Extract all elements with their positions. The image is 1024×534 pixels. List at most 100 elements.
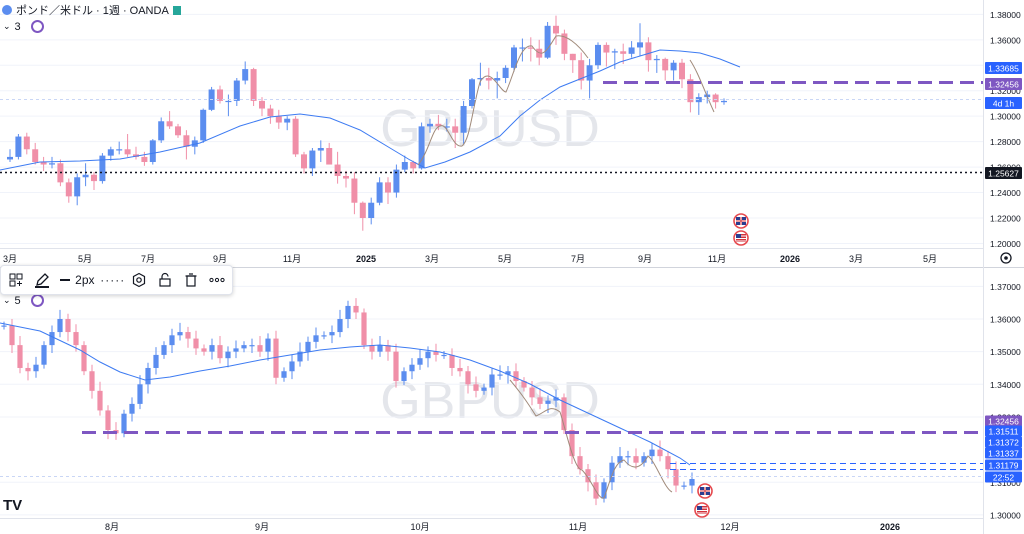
bottom-candle-body <box>529 387 535 398</box>
tradingview-logo[interactable]: TV <box>3 497 22 514</box>
gear-icon[interactable] <box>1000 252 1012 264</box>
bottom-candle-body <box>297 351 303 362</box>
bottom-time-tick: 2026 <box>880 522 900 532</box>
top-fib-curve-2[interactable] <box>689 59 715 113</box>
top-candle-body <box>443 126 450 128</box>
bottom-candle-body <box>385 345 391 352</box>
bottom-candle-body <box>17 345 23 368</box>
top-candle-body <box>611 51 618 53</box>
top-candle-body <box>469 79 475 106</box>
bottom-price-badge <box>985 436 1022 448</box>
top-candle-body <box>393 169 400 193</box>
us-event-icon[interactable] <box>694 502 710 518</box>
top-price-tick: 1.38000 <box>990 10 1021 20</box>
bottom-candle-body <box>481 387 487 391</box>
bottom-moving-average[interactable] <box>0 322 691 466</box>
top-candle-body <box>586 65 593 81</box>
symbol-title[interactable]: ポンド／米ドル · 1週 · OANDA <box>16 5 169 17</box>
top-fib-curve[interactable] <box>417 35 589 166</box>
bottom-indicator-toggle[interactable]: ⌄ 5 <box>3 294 44 307</box>
top-candle-body <box>351 178 358 203</box>
top-candle-body <box>116 149 123 151</box>
pen-icon[interactable] <box>31 269 53 291</box>
bottom-candle-body <box>177 332 183 336</box>
layout-icon[interactable] <box>5 269 27 291</box>
uk-event-icon[interactable] <box>697 483 713 499</box>
top-candle-body <box>267 108 274 117</box>
line-width-label: 2px <box>75 273 95 287</box>
top-price-badge-label: 1.25627 <box>988 169 1019 179</box>
line-width-button[interactable]: 2px <box>57 269 98 291</box>
bottom-candle-body <box>89 371 95 391</box>
top-candle-body <box>368 202 375 218</box>
top-candle-body <box>359 202 366 218</box>
top-candle-body <box>225 100 232 103</box>
lock-icon[interactable] <box>154 269 176 291</box>
top-indicator-toggle[interactable]: ⌄ 3 <box>3 20 44 33</box>
bottom-candle-body <box>225 351 231 359</box>
top-candle-body <box>662 58 669 71</box>
flag-icon[interactable] <box>172 5 181 15</box>
bottom-candle-body <box>25 367 31 372</box>
bottom-price-badge-label: 1.31337 <box>988 448 1019 458</box>
top-candle-body <box>7 156 13 160</box>
top-candle-body <box>158 121 165 141</box>
bottom-price-tick: 1.30000 <box>990 510 1021 520</box>
bottom-grid <box>0 285 983 516</box>
bottom-candle-body <box>145 367 151 385</box>
bottom-candle-body <box>609 462 615 483</box>
trash-icon[interactable] <box>180 269 202 291</box>
line-width-icon <box>60 279 71 281</box>
top-candle-body <box>527 47 534 49</box>
bottom-candle-body <box>689 479 695 486</box>
chevron-down-icon[interactable]: ⌄ <box>3 21 11 31</box>
settings-icon[interactable] <box>128 269 150 291</box>
bottom-candle-body <box>105 410 111 431</box>
top-candle-body <box>65 182 72 197</box>
bottom-candle-body <box>193 338 199 349</box>
top-candle-body <box>637 42 643 48</box>
top-candle-body <box>334 164 341 176</box>
top-candle-body <box>603 44 610 53</box>
top-candle-body <box>553 25 559 34</box>
bottom-candle-body <box>169 335 175 346</box>
bottom-candle-body <box>633 456 639 463</box>
top-price-tick: 1.24000 <box>990 188 1021 198</box>
symbol-header[interactable]: ポンド／米ドル · 1週 · OANDA <box>2 2 181 18</box>
bottom-candle-body <box>465 371 471 385</box>
bottom-candle-body <box>81 345 87 372</box>
top-candle-body <box>569 53 576 61</box>
top-time-axis[interactable]: 3月 5月 7月 9月 11月 2025 3月 5月 7月 9月 11月 2026 3月 5月 <box>3 254 937 264</box>
bottom-candle-body <box>353 305 359 313</box>
uk-event-icon[interactable] <box>733 213 749 229</box>
bottom-time-axis[interactable]: 8月 9月 10月 11月 12月 2026 <box>105 522 900 532</box>
bottom-candle-body <box>425 351 431 359</box>
top-candle-body <box>343 176 349 179</box>
bottom-candle-body <box>649 449 655 457</box>
top-candle-body <box>183 135 190 147</box>
more-icon[interactable] <box>206 269 228 291</box>
top-moving-average[interactable] <box>0 49 741 171</box>
bottom-candle-body <box>681 485 687 487</box>
top-candle-body <box>49 163 55 165</box>
bottom-candle-body <box>513 371 519 382</box>
top-time-tick: 9月 <box>638 254 652 264</box>
top-candle-body <box>275 116 282 123</box>
bottom-candle-body <box>641 456 647 463</box>
line-style-icon[interactable]: ····· <box>100 269 124 291</box>
bottom-candle-body <box>409 364 415 372</box>
top-candle-body <box>191 140 198 147</box>
bottom-price-badge <box>985 447 1022 459</box>
top-price-badge <box>985 78 1022 90</box>
bottom-candle-body <box>601 482 607 499</box>
top-time-tick: 3月 <box>849 254 863 264</box>
us-event-icon[interactable] <box>733 230 749 246</box>
bottom-candle-body <box>489 374 495 388</box>
bottom-fib-curve[interactable] <box>509 379 673 499</box>
top-price-tick: 1.36000 <box>990 35 1021 45</box>
bottom-price-tick: 1.31000 <box>990 478 1021 488</box>
loading-icon <box>30 20 44 33</box>
chevron-down-icon[interactable]: ⌄ <box>3 295 11 305</box>
bottom-candle-body <box>201 348 207 352</box>
